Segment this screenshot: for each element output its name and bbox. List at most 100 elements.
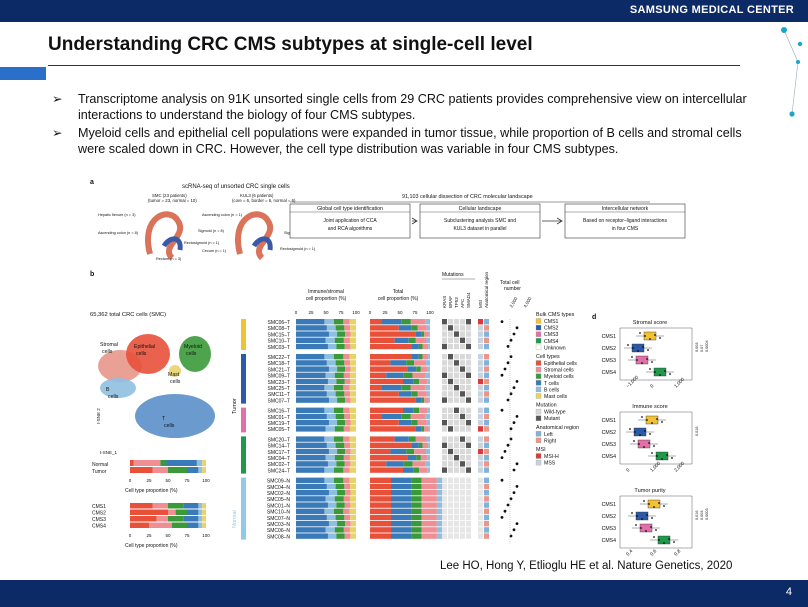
proportion-bar — [198, 516, 203, 522]
region-cell — [484, 461, 489, 467]
proportion-bar — [296, 496, 326, 502]
workflow-box — [564, 203, 686, 239]
proportion-bar — [328, 331, 338, 337]
axis-tick: 0 — [625, 467, 631, 473]
mutation-cell — [460, 319, 465, 325]
mutation-cell — [454, 413, 459, 420]
proportion-bar — [345, 331, 351, 337]
sample-label: SMC07–N — [267, 516, 290, 522]
region-cell — [484, 477, 489, 483]
mutation-cell — [442, 354, 447, 360]
proportion-bar — [394, 436, 409, 442]
proportion-bar — [391, 514, 412, 521]
proportion-bar — [334, 337, 344, 343]
mutation-cell — [442, 319, 447, 325]
cell-count-point — [506, 398, 510, 402]
proportion-bar — [370, 343, 412, 350]
proportion-bar — [391, 533, 412, 539]
p-value-label: 0.0004 — [705, 340, 709, 352]
legend-swatch — [535, 344, 542, 351]
mutation-cell — [460, 496, 465, 502]
mutation-cell — [454, 496, 459, 502]
proportion-bar — [344, 343, 351, 350]
sample-label: SMC11–T — [268, 392, 290, 398]
proportion-bar — [335, 325, 345, 331]
proportion-bar — [335, 413, 345, 420]
legend-swatch — [535, 318, 542, 324]
mutation-cell — [442, 343, 447, 350]
legend-label: Epithelial cells — [544, 361, 577, 367]
sample-label: SMC03–N — [267, 522, 290, 528]
axis-tick: 0 — [129, 478, 132, 483]
box-plot-point — [656, 418, 658, 420]
proportion-bar — [415, 397, 422, 403]
cell-count-point — [506, 443, 510, 447]
sample-label: SMC07–T — [267, 398, 290, 404]
proportion-bar — [343, 354, 350, 360]
proportion-bar — [349, 372, 356, 378]
cell-count-point — [509, 437, 513, 441]
p-value-label: 0.016 — [695, 426, 699, 436]
title-divider — [48, 65, 740, 66]
mutation-cell — [466, 448, 471, 455]
proportion-bar — [343, 372, 350, 378]
box-plot-point — [651, 452, 653, 454]
proportion-bar — [336, 533, 345, 539]
proportion-bar — [345, 448, 351, 455]
proportion-bar — [324, 319, 334, 325]
proportion-bar — [337, 521, 346, 527]
proportion-bar — [370, 360, 391, 366]
proportion-bar — [427, 467, 430, 473]
proportion-bar — [324, 508, 334, 514]
proportion-bar — [326, 442, 336, 448]
header-bar — [0, 0, 808, 22]
tsne-cluster-label: T — [162, 416, 166, 422]
proportion-bar — [428, 354, 430, 360]
proportion-bar — [296, 385, 325, 391]
proportion-bar — [427, 378, 430, 385]
msi-cell — [478, 514, 483, 521]
proportion-bar — [187, 467, 199, 473]
box-plot-point — [653, 506, 655, 508]
mutation-cell — [454, 337, 459, 343]
mutation-cell — [442, 372, 447, 378]
proportion-bar — [370, 407, 403, 413]
proportion-bar — [411, 521, 422, 527]
box-plot-point — [632, 347, 634, 349]
axis-tick: 100 — [202, 478, 210, 483]
proportion-bar — [421, 331, 425, 337]
proportion-bar — [344, 378, 351, 385]
mutation-cell — [466, 372, 471, 378]
proportion-bar — [411, 420, 418, 426]
box-plot-category: CMS1 — [602, 334, 617, 340]
proportion-bar — [335, 483, 345, 490]
proportion-bar — [345, 366, 351, 372]
mutation-cell — [460, 397, 465, 403]
proportion-bar — [349, 426, 356, 432]
box-plot-point — [647, 349, 649, 351]
mutation-cell — [442, 496, 447, 502]
legend-swatch — [535, 459, 542, 466]
sample-label: SMC04–N — [267, 485, 290, 491]
proportion-bar — [344, 502, 351, 508]
mutation-cell — [448, 413, 453, 420]
mutation-cell — [460, 343, 465, 350]
sample-label: SMC02–T — [267, 462, 290, 468]
proportion-bar — [334, 455, 344, 461]
msi-cell — [478, 455, 483, 461]
proportion-bar — [198, 503, 203, 509]
proportion-bar — [168, 509, 176, 515]
region-cell — [484, 420, 489, 426]
proportion-bar — [296, 461, 328, 467]
proportion-bar — [336, 461, 345, 467]
proportion-bar — [370, 521, 391, 527]
box-plot-box — [653, 367, 667, 377]
mutation-cell — [454, 502, 459, 508]
mutation-cell — [454, 372, 459, 378]
box-plot-box — [643, 331, 657, 341]
region-cell — [484, 426, 489, 432]
mutation-cell — [466, 502, 471, 508]
proportion-bar — [337, 490, 346, 496]
mutation-cell — [454, 527, 459, 533]
box-plot-point — [629, 428, 631, 430]
